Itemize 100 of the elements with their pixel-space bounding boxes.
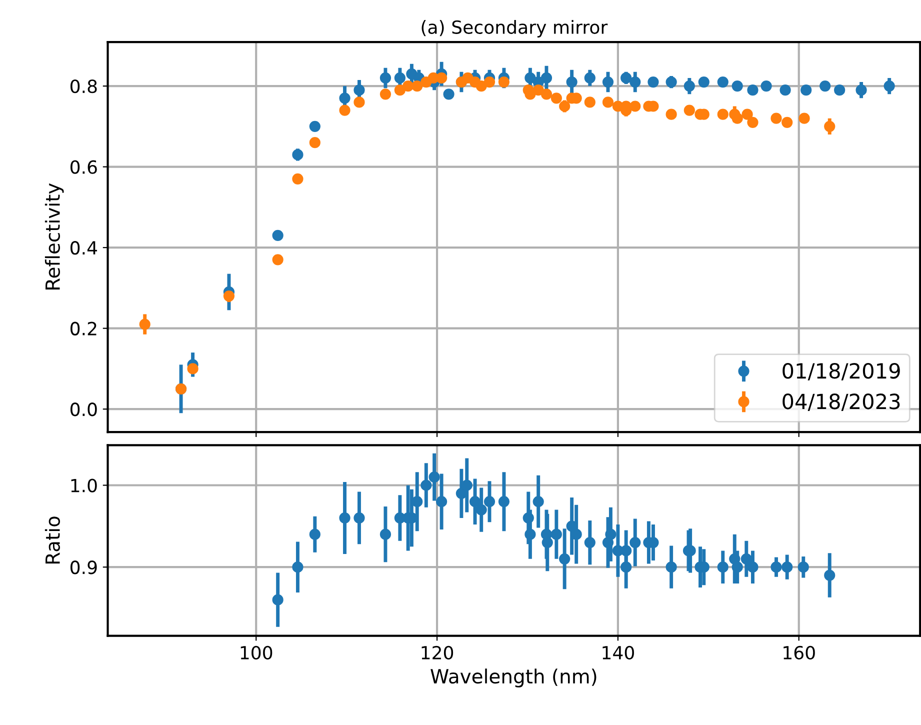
point — [354, 96, 365, 108]
point — [532, 496, 544, 508]
point — [428, 472, 440, 483]
point — [630, 76, 641, 88]
point — [584, 96, 596, 108]
point — [747, 116, 758, 128]
point — [187, 363, 198, 374]
y-tick-label: 0.0 — [70, 402, 97, 416]
point — [524, 528, 536, 540]
point — [820, 80, 831, 92]
point — [476, 504, 487, 516]
point — [272, 230, 284, 242]
point — [782, 562, 793, 573]
point — [420, 480, 432, 491]
point — [684, 80, 695, 92]
point — [532, 84, 544, 96]
point — [394, 72, 406, 84]
point — [498, 76, 510, 88]
point — [522, 512, 534, 524]
point — [584, 536, 596, 548]
point — [605, 528, 616, 540]
point — [412, 80, 423, 92]
point — [443, 88, 454, 100]
point — [550, 92, 562, 104]
point — [834, 84, 846, 96]
point — [484, 76, 496, 88]
point — [292, 173, 304, 184]
point — [380, 528, 392, 540]
point — [436, 496, 448, 508]
point — [354, 512, 365, 524]
point — [272, 594, 284, 606]
point — [309, 137, 320, 148]
point — [732, 80, 743, 92]
legend-label: 04/18/2023 — [782, 394, 900, 411]
point — [884, 80, 895, 92]
point — [339, 92, 350, 104]
point — [602, 76, 614, 88]
point — [698, 76, 710, 88]
point — [666, 76, 677, 88]
point — [339, 512, 350, 524]
point — [309, 528, 320, 540]
point — [559, 553, 570, 564]
point — [339, 104, 350, 116]
point — [732, 112, 743, 124]
point — [476, 80, 487, 92]
point — [740, 553, 752, 564]
point — [630, 536, 641, 548]
point — [484, 496, 496, 508]
point — [747, 84, 758, 96]
point — [602, 96, 614, 108]
point — [272, 254, 284, 266]
point — [292, 562, 304, 573]
point — [620, 545, 632, 556]
point — [139, 318, 150, 330]
point — [824, 120, 836, 132]
point — [540, 72, 552, 84]
chart-title: (a) Secondary mirror — [422, 20, 608, 38]
point — [770, 562, 782, 573]
x-tick-label: 120 — [422, 646, 454, 660]
y-tick-label: 0.4 — [70, 241, 98, 255]
x-axis-title: Wavelength (nm) — [430, 668, 596, 688]
point — [747, 562, 758, 573]
point — [780, 84, 791, 96]
point — [469, 496, 481, 508]
point — [309, 120, 320, 132]
y-axis-title: Ratio — [44, 516, 60, 564]
point — [412, 496, 423, 508]
point — [717, 76, 728, 88]
point — [666, 562, 677, 573]
point — [380, 88, 392, 100]
point — [584, 72, 596, 84]
point — [550, 528, 562, 540]
point — [559, 100, 570, 112]
y-tick-label: 0.2 — [70, 322, 96, 336]
point — [542, 536, 553, 548]
y-tick-label: 0.6 — [70, 160, 97, 174]
point — [684, 104, 695, 116]
point — [798, 112, 810, 124]
point — [770, 112, 782, 124]
point — [223, 290, 235, 302]
point — [760, 80, 772, 92]
point — [782, 116, 793, 128]
point — [394, 84, 406, 96]
x-tick-label: 160 — [784, 646, 815, 660]
point — [402, 80, 414, 92]
point — [717, 108, 728, 120]
point — [292, 149, 304, 160]
point — [380, 72, 392, 84]
y-axis-title: Reflectivity — [44, 183, 64, 290]
point — [800, 84, 812, 96]
y-tick-label: 0.8 — [70, 80, 97, 94]
point — [648, 76, 659, 88]
point — [856, 84, 867, 96]
point — [566, 76, 578, 88]
point — [620, 72, 632, 84]
point — [498, 496, 510, 508]
x-tick-label: 100 — [240, 646, 272, 660]
point — [666, 108, 677, 120]
point — [524, 72, 536, 84]
point — [540, 88, 552, 100]
